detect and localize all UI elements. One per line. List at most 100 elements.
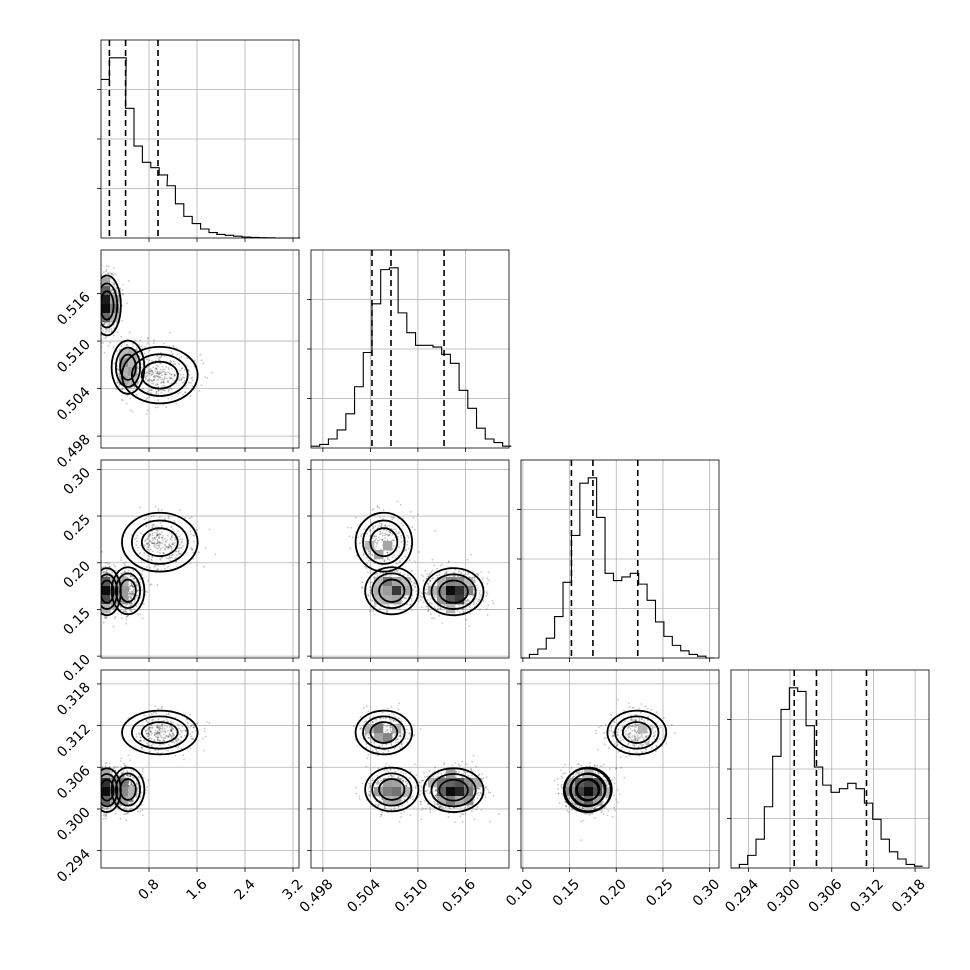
sample-point	[118, 385, 121, 388]
sample-point	[439, 607, 442, 610]
sample-point	[362, 552, 365, 555]
sample-point	[168, 544, 171, 547]
density-cell	[383, 541, 393, 551]
sample-point	[155, 364, 158, 367]
sample-point	[431, 577, 434, 580]
sample-point	[166, 735, 169, 738]
sample-point	[188, 374, 191, 376]
sample-point	[180, 540, 183, 543]
sample-point	[392, 516, 394, 519]
sample-point	[165, 546, 168, 548]
sample-point	[130, 582, 133, 585]
sample-point	[146, 358, 148, 361]
sample-point	[164, 541, 167, 543]
sample-point	[104, 337, 106, 340]
density-cell	[401, 577, 411, 587]
sample-point	[135, 783, 138, 786]
sample-point	[151, 534, 154, 537]
sample-point	[129, 597, 132, 600]
sample-point	[123, 807, 126, 809]
sample-point	[148, 540, 151, 543]
sample-point	[105, 812, 108, 815]
sample-point	[113, 563, 115, 566]
sample-point	[149, 750, 151, 753]
sample-point	[170, 377, 173, 380]
sample-point	[429, 597, 432, 600]
sample-point	[372, 508, 375, 510]
sample-point	[131, 799, 134, 802]
sample-point	[404, 548, 407, 551]
sample-point	[386, 551, 389, 554]
sample-point	[156, 370, 159, 372]
density-cell	[101, 586, 111, 596]
sample-point	[162, 378, 165, 381]
sample-point	[159, 725, 162, 728]
sample-point	[171, 543, 174, 546]
sample-point	[486, 593, 489, 595]
sample-point	[361, 581, 363, 584]
sample-point	[101, 807, 104, 810]
sample-point	[167, 390, 170, 393]
sample-point	[181, 367, 183, 370]
sample-point	[143, 518, 146, 521]
sample-point	[462, 608, 465, 610]
sample-point	[147, 368, 150, 371]
sample-point	[153, 543, 155, 545]
density-cell	[119, 586, 129, 596]
sample-point	[478, 592, 481, 594]
sample-point	[143, 714, 146, 717]
sample-point	[188, 381, 191, 384]
sample-point	[190, 724, 193, 727]
sample-point	[376, 575, 379, 577]
sample-point	[208, 528, 211, 531]
sample-point	[117, 773, 120, 775]
sample-point	[388, 559, 391, 561]
sample-point	[158, 536, 160, 539]
sample-point	[137, 787, 140, 789]
sample-point	[108, 328, 111, 330]
sample-point	[196, 722, 198, 725]
sample-point	[104, 562, 107, 564]
sample-point	[172, 721, 175, 724]
sample-point	[454, 568, 456, 571]
sample-point	[185, 357, 188, 359]
sample-point	[113, 334, 115, 337]
sample-point	[401, 557, 403, 560]
sample-point	[187, 370, 190, 372]
sample-point	[164, 368, 166, 371]
sample-point	[427, 575, 430, 578]
sample-point	[149, 392, 152, 395]
sample-point	[385, 611, 388, 613]
sample-point	[130, 593, 133, 595]
sample-point	[435, 567, 438, 570]
sample-point	[460, 572, 463, 574]
sample-point	[388, 524, 391, 527]
sample-point	[166, 377, 168, 380]
sample-point	[165, 540, 167, 543]
density-contour	[364, 566, 420, 616]
sample-point	[115, 291, 118, 294]
sample-point	[162, 546, 165, 549]
sample-point	[109, 806, 112, 809]
sample-point	[157, 399, 160, 401]
sample-point	[149, 389, 152, 392]
sample-point	[154, 546, 157, 549]
sample-point	[169, 557, 172, 559]
sample-point	[437, 607, 439, 610]
sample-point	[172, 345, 175, 348]
joint-panel	[347, 500, 495, 628]
sample-point	[145, 517, 148, 520]
sample-point	[151, 379, 154, 382]
sample-point	[180, 547, 182, 549]
sample-point	[170, 728, 172, 731]
sample-point	[173, 374, 176, 376]
sample-point	[157, 365, 159, 368]
sample-point	[448, 560, 450, 563]
sample-point	[196, 528, 198, 531]
sample-point	[369, 528, 371, 531]
sample-point	[184, 391, 187, 394]
sample-point	[382, 518, 384, 520]
sample-point	[194, 729, 197, 732]
sample-point	[106, 571, 109, 573]
